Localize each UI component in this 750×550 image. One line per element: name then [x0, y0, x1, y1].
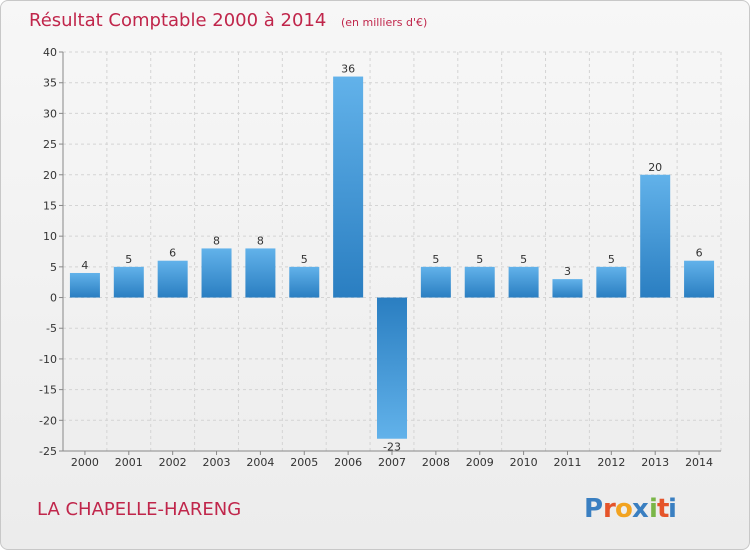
bar	[69, 272, 100, 298]
bar	[113, 266, 144, 298]
x-axis-ticks: 2000 2001 2002 2003 2004 2005 2006 2007 2008 2009…	[71, 456, 713, 469]
x-tick-label: 2008	[422, 456, 450, 469]
x-tick-label: 2004	[246, 456, 274, 469]
data-label: 8	[213, 234, 220, 247]
data-label: 5	[125, 253, 132, 266]
logo-letter: i	[649, 494, 658, 524]
logo-letter: i	[668, 494, 677, 524]
x-tick-label: 2003	[203, 456, 231, 469]
x-tick-label: 2000	[71, 456, 99, 469]
bar	[640, 174, 671, 298]
x-tick-label: 2006	[334, 456, 362, 469]
x-tick-label: 2010	[510, 456, 538, 469]
bar	[333, 76, 364, 298]
data-label: 6	[169, 247, 176, 260]
logo-letter: o	[615, 494, 633, 524]
logo-letter: x	[632, 494, 649, 524]
x-tick-label: 2001	[115, 456, 143, 469]
data-label: 5	[520, 253, 527, 266]
data-label: 5	[608, 253, 615, 266]
y-tick-label: 25	[43, 138, 57, 151]
y-tick-label: 15	[43, 199, 57, 212]
bar	[464, 266, 495, 298]
x-tick-label: 2013	[641, 456, 669, 469]
axes	[59, 51, 721, 455]
y-tick-label: 20	[43, 169, 57, 182]
bar	[245, 248, 276, 298]
y-tick-label: 0	[50, 292, 57, 305]
bar	[377, 297, 407, 439]
y-tick-label: 40	[43, 46, 57, 59]
y-tick-label: -20	[39, 414, 57, 427]
y-tick-label: -5	[46, 322, 57, 335]
bar	[684, 260, 715, 298]
x-tick-label: 2005	[290, 456, 318, 469]
chart-unit-label: (en milliers d'€)	[341, 16, 427, 29]
bar	[201, 248, 232, 298]
data-label: 5	[432, 253, 439, 266]
commune-name: LA CHAPELLE-HARENG	[37, 499, 241, 520]
bar	[157, 260, 188, 298]
data-label: 36	[341, 63, 355, 76]
data-label: 6	[696, 247, 703, 260]
bar	[596, 266, 627, 298]
bar	[552, 279, 583, 298]
y-tick-label: 35	[43, 77, 57, 90]
x-tick-label: 2011	[553, 456, 581, 469]
y-tick-label: 10	[43, 230, 57, 243]
data-label: -23	[383, 441, 401, 454]
logo-letter: r	[603, 494, 616, 524]
chart-title: Résultat Comptable 2000 à 2014	[29, 10, 326, 31]
x-tick-label: 2007	[378, 456, 406, 469]
x-tick-label: 2009	[466, 456, 494, 469]
data-label: 5	[476, 253, 483, 266]
y-axis-ticks: 40 35 30 25 20 15 10 5 0 -5 -10 -15 -20 -25	[39, 46, 57, 458]
x-tick-label: 2002	[159, 456, 187, 469]
bar	[508, 266, 539, 298]
bars	[69, 76, 715, 439]
bar	[420, 266, 451, 298]
y-tick-label: -10	[39, 353, 57, 366]
y-tick-label: -15	[39, 384, 57, 397]
y-tick-label: -25	[39, 445, 57, 458]
x-tick-label: 2012	[597, 456, 625, 469]
logo-letter: t	[657, 494, 669, 524]
y-tick-label: 5	[50, 261, 57, 274]
logo-letter: P	[584, 494, 603, 524]
x-tick-label: 2014	[685, 456, 713, 469]
data-label: 5	[301, 253, 308, 266]
data-label: 3	[564, 265, 571, 278]
data-label: 8	[257, 234, 264, 247]
y-tick-label: 30	[43, 107, 57, 120]
bar	[289, 266, 320, 298]
data-label: 20	[648, 161, 662, 174]
value-labels: 4 5 6 8 8 5 36 -23 5 5 5 3 5 20 6	[81, 63, 702, 454]
data-label: 4	[81, 259, 88, 272]
